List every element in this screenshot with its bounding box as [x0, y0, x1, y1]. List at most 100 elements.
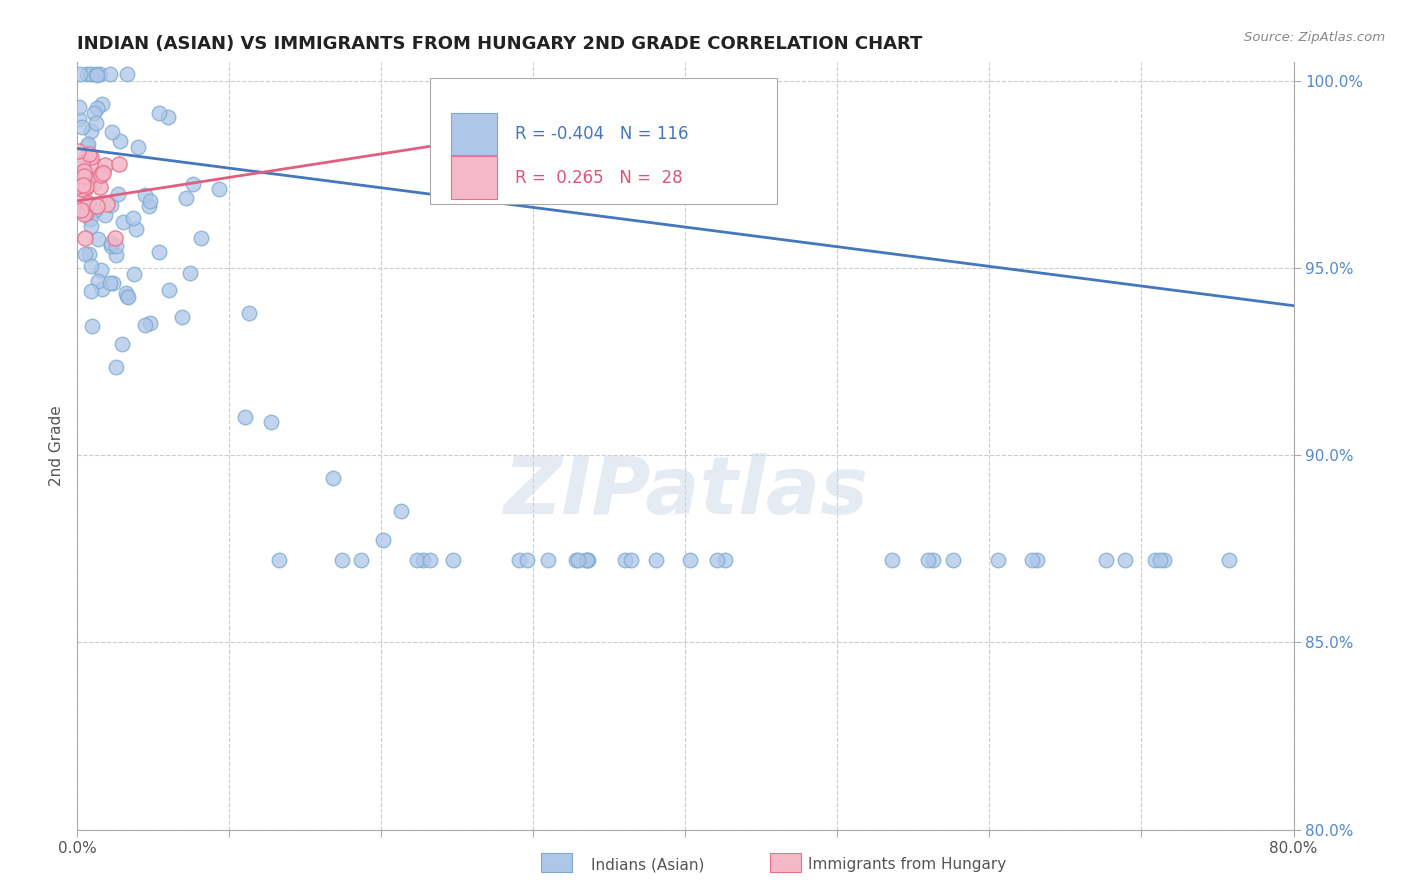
Point — [134, 318, 156, 332]
Point — [987, 553, 1010, 567]
Point — [69, 67, 91, 81]
Point — [70, 157, 93, 171]
Point — [565, 553, 588, 567]
Point — [1149, 553, 1171, 567]
Point — [942, 553, 965, 567]
Point — [73, 169, 96, 184]
Point — [157, 110, 180, 124]
Point — [94, 158, 117, 172]
Point — [108, 157, 131, 171]
Point — [412, 553, 434, 567]
Point — [134, 187, 156, 202]
Point — [69, 173, 91, 187]
Point — [1153, 553, 1175, 567]
Point — [80, 67, 103, 81]
Point — [714, 553, 737, 567]
Point — [567, 553, 589, 567]
Point — [706, 553, 728, 567]
Point — [350, 553, 373, 567]
Point — [575, 553, 598, 567]
Point — [238, 306, 260, 320]
Point — [1218, 553, 1240, 567]
Point — [148, 106, 170, 120]
Point — [67, 112, 90, 126]
Point — [117, 288, 139, 302]
Point — [104, 239, 127, 253]
Point — [322, 471, 344, 485]
Point — [330, 553, 353, 567]
Point — [269, 553, 291, 567]
Point — [100, 239, 122, 253]
Point — [67, 100, 90, 114]
Point — [80, 259, 103, 273]
Point — [880, 553, 903, 567]
Point — [75, 176, 97, 190]
Point — [516, 553, 538, 567]
Point — [183, 177, 205, 191]
Point — [172, 310, 194, 324]
Point — [174, 191, 197, 205]
Text: INDIAN (ASIAN) VS IMMIGRANTS FROM HUNGARY 2ND GRADE CORRELATION CHART: INDIAN (ASIAN) VS IMMIGRANTS FROM HUNGAR… — [77, 35, 922, 53]
Point — [111, 337, 134, 351]
Point — [921, 553, 943, 567]
Point — [644, 553, 666, 567]
Point — [70, 191, 93, 205]
Point — [139, 194, 162, 209]
Point — [73, 207, 96, 221]
Point — [121, 211, 143, 225]
Point — [100, 197, 122, 211]
Point — [1095, 553, 1118, 567]
Bar — [451, 112, 496, 155]
Point — [124, 222, 146, 236]
Point — [122, 267, 145, 281]
Point — [83, 158, 105, 172]
Point — [419, 553, 441, 567]
Point — [104, 231, 127, 245]
Point — [441, 553, 464, 567]
Point — [80, 319, 103, 334]
Point — [613, 553, 636, 567]
Point — [108, 134, 131, 148]
Point — [86, 101, 108, 115]
Point — [101, 124, 124, 138]
Point — [190, 231, 212, 245]
Point — [87, 274, 110, 288]
Point — [620, 553, 643, 567]
Point — [76, 196, 98, 211]
Point — [105, 248, 128, 262]
Point — [72, 178, 94, 193]
Point — [73, 182, 96, 196]
Point — [98, 67, 121, 81]
Point — [70, 202, 93, 217]
Point — [76, 138, 98, 153]
Point — [138, 198, 160, 212]
Y-axis label: 2nd Grade: 2nd Grade — [49, 406, 65, 486]
Point — [91, 163, 114, 178]
Point — [73, 231, 96, 245]
Point — [80, 150, 103, 164]
Point — [1143, 553, 1166, 567]
Point — [72, 182, 94, 196]
Point — [1021, 553, 1043, 567]
Point — [80, 284, 103, 298]
Point — [75, 204, 97, 219]
Point — [100, 236, 122, 251]
Point — [87, 232, 110, 246]
Point — [76, 137, 98, 152]
Point — [537, 553, 560, 567]
Point — [90, 168, 112, 182]
Point — [148, 245, 170, 260]
Point — [91, 166, 114, 180]
Point — [259, 415, 281, 429]
Bar — [451, 156, 496, 199]
FancyBboxPatch shape — [430, 78, 776, 204]
Point — [98, 277, 121, 291]
Point — [104, 359, 127, 374]
Point — [83, 203, 105, 218]
Point — [77, 146, 100, 161]
Point — [91, 166, 114, 180]
Point — [117, 290, 139, 304]
Point — [127, 140, 149, 154]
Point — [96, 196, 118, 211]
Point — [179, 266, 201, 280]
